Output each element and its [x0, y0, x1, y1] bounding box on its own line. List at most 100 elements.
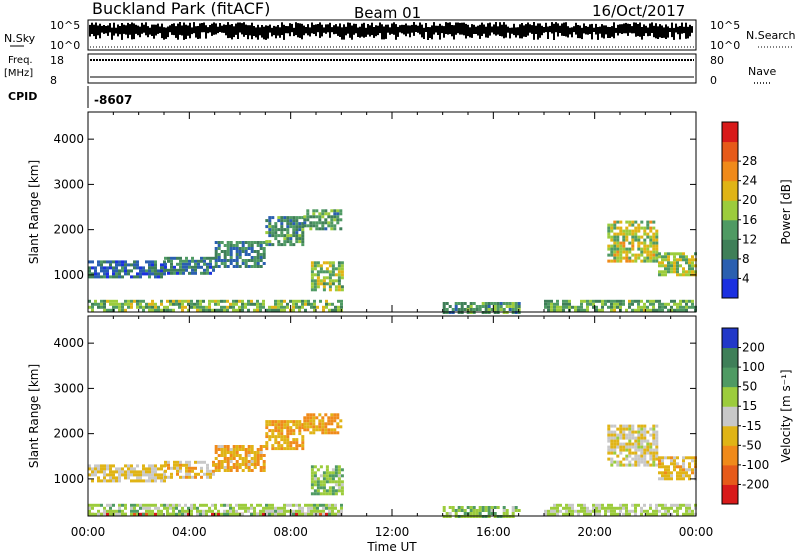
heatmap-cell	[331, 282, 335, 286]
heatmap-cell	[127, 467, 130, 471]
heatmap-cell	[448, 305, 452, 308]
heatmap-cell	[610, 509, 613, 513]
heatmap-cell	[616, 512, 619, 516]
heatmap-cell	[203, 259, 206, 263]
heatmap-cell	[643, 308, 646, 312]
heatmap-cell	[94, 299, 97, 303]
heatmap-cell	[176, 463, 179, 467]
heatmap-cell	[292, 216, 296, 220]
heatmap-cell	[199, 302, 202, 306]
heatmap-cell	[271, 305, 274, 309]
noise-tick-low-left: 10^0	[50, 39, 80, 52]
heatmap-cell	[313, 302, 316, 306]
heatmap-cell	[277, 302, 280, 306]
heatmap-cell	[631, 503, 634, 507]
heatmap-cell	[337, 474, 341, 478]
heatmap-cell	[688, 261, 691, 265]
heatmap-cell	[625, 259, 629, 263]
heatmap-cell	[184, 299, 187, 303]
heatmap-cell	[556, 308, 559, 312]
heatmap-cell	[247, 308, 250, 312]
heatmap-cell	[475, 305, 479, 308]
heatmap-cell	[235, 448, 239, 451]
heatmap-cell	[331, 279, 335, 283]
heatmap-cell	[679, 503, 682, 507]
heatmap-cell	[154, 266, 157, 270]
heatmap-cell	[652, 250, 656, 254]
heatmap-cell	[244, 265, 248, 268]
heatmap-cell	[646, 259, 650, 263]
heatmap-cell	[203, 262, 206, 266]
heatmap-cell	[229, 509, 232, 513]
heatmap-cell	[163, 479, 166, 483]
colorbar-segment	[722, 386, 738, 407]
heatmap-cell	[292, 243, 296, 247]
heatmap-cell	[259, 503, 262, 507]
heatmap-cell	[598, 512, 601, 516]
heatmap-cell	[310, 267, 314, 271]
heatmap-cell	[124, 308, 127, 312]
heatmap-cell	[170, 259, 173, 263]
heatmap-cell	[262, 305, 265, 309]
heatmap-cell	[505, 302, 509, 305]
colorbar-frame	[721, 121, 739, 299]
heatmap-cell	[179, 469, 182, 473]
heatmap-cell	[321, 224, 325, 228]
heatmap-cell	[286, 423, 290, 427]
heatmap-cell	[472, 509, 476, 512]
heatmap-cell	[619, 424, 623, 428]
heatmap-cell	[94, 266, 97, 270]
heatmap-cell	[295, 426, 299, 430]
heatmap-cell	[253, 509, 256, 513]
heatmap-cell	[289, 420, 293, 424]
heatmap-cell	[565, 512, 568, 516]
heatmap-cell	[256, 302, 259, 306]
heatmap-cell	[241, 259, 245, 262]
heatmap-cell	[493, 512, 497, 515]
heatmap-cell	[613, 442, 617, 446]
heatmap-cell	[658, 302, 661, 306]
heatmap-cell	[601, 299, 604, 303]
heatmap-cell	[652, 259, 656, 263]
heatmap-cell	[613, 250, 617, 254]
heatmap-cell	[643, 305, 646, 309]
heatmap-cell	[655, 509, 658, 513]
heatmap-cell	[643, 439, 647, 443]
heatmap-cell	[637, 439, 641, 443]
heatmap-cell	[271, 420, 275, 424]
heatmap-cell	[130, 467, 133, 471]
heatmap-cell	[151, 470, 154, 474]
colorbar-tick-label: 12	[742, 232, 757, 246]
heatmap-cell	[661, 459, 664, 463]
heatmap-cell	[185, 463, 188, 467]
heatmap-cell	[676, 270, 679, 274]
heatmap-cell	[179, 463, 182, 467]
heatmap-cell	[310, 305, 313, 309]
heatmap-cell	[334, 471, 338, 475]
heatmap-cell	[250, 256, 254, 259]
heatmap-cell	[319, 474, 323, 478]
heatmap-cell	[232, 247, 236, 250]
heatmap-cell	[340, 299, 343, 303]
heatmap-cell	[178, 509, 181, 513]
heatmap-cell	[148, 467, 151, 471]
heatmap-cell	[190, 506, 193, 510]
heatmap-cell	[295, 225, 299, 229]
heatmap-cell	[310, 492, 314, 496]
heatmap-cell	[181, 512, 184, 516]
heatmap-cell	[327, 224, 331, 228]
heatmap-cell	[226, 265, 230, 268]
heatmap-cell	[490, 308, 494, 311]
heatmap-cell	[136, 275, 139, 279]
heatmap-cell	[259, 451, 263, 454]
heatmap-cell	[586, 506, 589, 510]
heatmap-cell	[277, 447, 281, 451]
heatmap-cell	[265, 432, 269, 436]
colorbar-tick-label: 8	[742, 252, 750, 266]
heatmap-cell	[469, 506, 473, 509]
heatmap-cell	[304, 299, 307, 303]
heatmap-cell	[253, 265, 257, 268]
heatmap-cell	[649, 457, 653, 461]
heatmap-cell	[637, 463, 641, 467]
heatmap-cell	[190, 305, 193, 309]
